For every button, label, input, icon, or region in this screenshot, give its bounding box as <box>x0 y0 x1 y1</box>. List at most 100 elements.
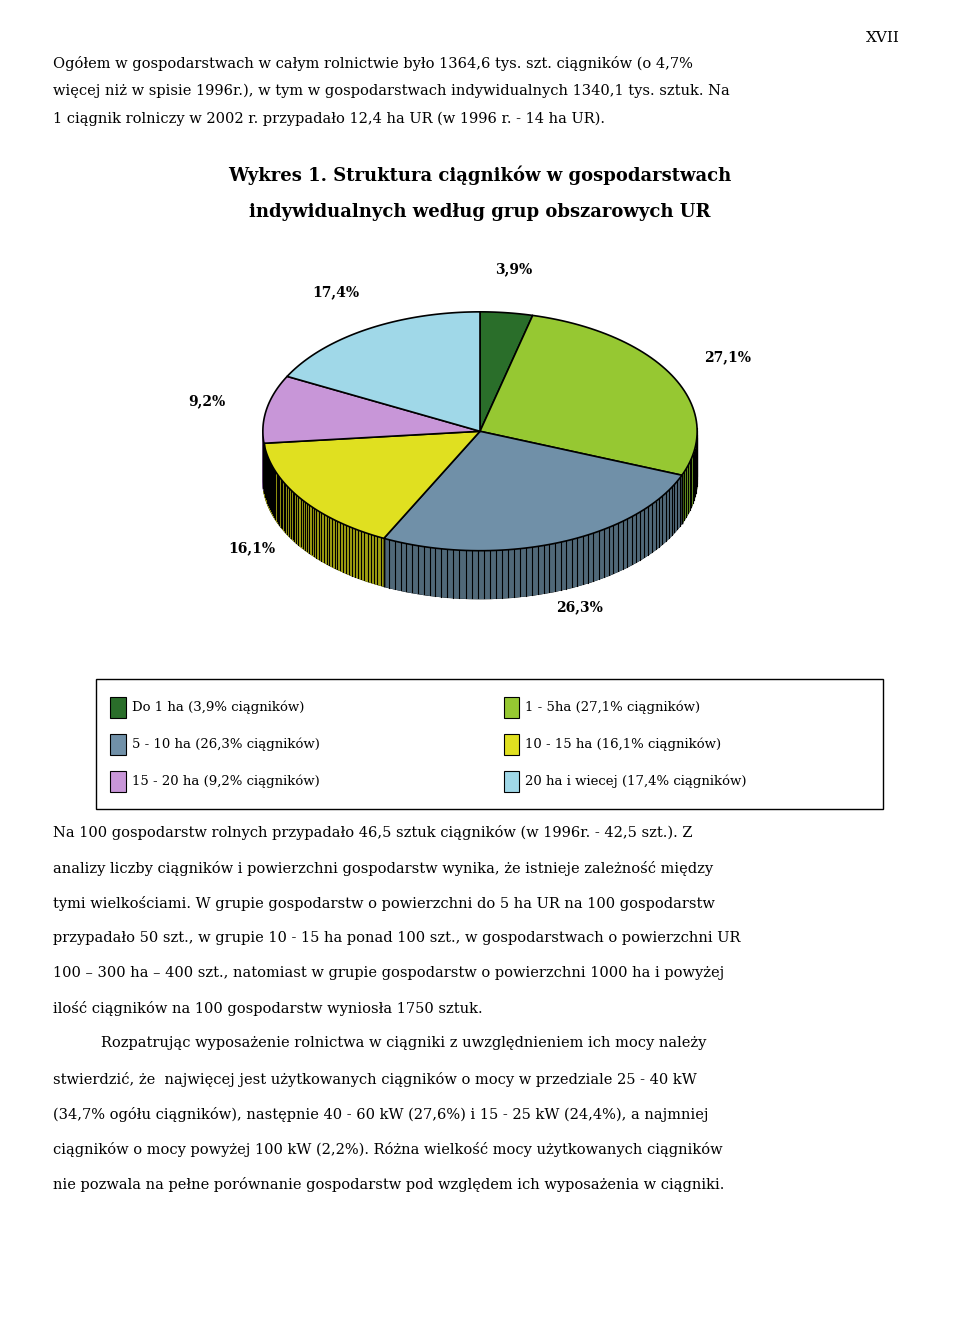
Polygon shape <box>305 502 307 551</box>
Text: XVII: XVII <box>866 31 900 45</box>
Text: więcej niż w spisie 1996r.), w tym w gospodarstwach indywidualnych 1340,1 tys. s: więcej niż w spisie 1996r.), w tym w gos… <box>53 84 730 98</box>
Text: 1 - 5ha (27,1% ciągników): 1 - 5ha (27,1% ciągników) <box>525 701 700 714</box>
Polygon shape <box>442 549 447 597</box>
Text: 10 - 15 ha (16,1% ciągników): 10 - 15 ha (16,1% ciągników) <box>525 738 721 751</box>
Polygon shape <box>264 431 480 539</box>
Polygon shape <box>496 551 502 598</box>
Polygon shape <box>526 547 532 596</box>
Polygon shape <box>691 455 693 507</box>
Polygon shape <box>272 466 273 515</box>
Polygon shape <box>329 518 332 567</box>
Polygon shape <box>314 508 317 557</box>
Polygon shape <box>309 506 312 555</box>
Polygon shape <box>640 510 644 560</box>
Polygon shape <box>652 502 656 552</box>
Polygon shape <box>384 431 682 551</box>
Polygon shape <box>690 459 691 510</box>
Polygon shape <box>665 490 669 541</box>
Polygon shape <box>436 548 442 597</box>
Polygon shape <box>395 541 400 591</box>
Polygon shape <box>418 545 423 594</box>
Polygon shape <box>648 504 652 555</box>
Polygon shape <box>271 463 272 514</box>
Text: nie pozwala na pełne porównanie gospodarstw pod względem ich wyposażenia w ciągn: nie pozwala na pełne porównanie gospodar… <box>53 1177 724 1192</box>
Polygon shape <box>572 537 578 588</box>
Polygon shape <box>279 476 280 527</box>
Polygon shape <box>368 533 371 583</box>
Text: analizy liczby ciągników i powierzchni gospodarstw wynika, że istnieje zależność: analizy liczby ciągników i powierzchni g… <box>53 861 713 876</box>
Polygon shape <box>680 475 682 525</box>
Polygon shape <box>484 551 490 598</box>
Polygon shape <box>588 533 593 583</box>
Polygon shape <box>593 531 599 581</box>
Text: Na 100 gospodarstw rolnych przypadało 46,5 sztuk ciągników (w 1996r. - 42,5 szt.: Na 100 gospodarstw rolnych przypadało 46… <box>53 825 692 840</box>
Polygon shape <box>390 540 395 589</box>
Polygon shape <box>618 522 623 571</box>
Polygon shape <box>636 512 640 563</box>
Text: 100 – 300 ha – 400 szt., natomiast w grupie gospodarstw o powierzchni 1000 ha i : 100 – 300 ha – 400 szt., natomiast w gru… <box>53 966 724 981</box>
Polygon shape <box>276 474 278 523</box>
Polygon shape <box>508 549 514 597</box>
Text: ciągników o mocy powyżej 100 kW (2,2%). Różna wielkość mocy użytkowanych ciągnik: ciągników o mocy powyżej 100 kW (2,2%). … <box>53 1141 723 1157</box>
Text: Wykres 1. Struktura ciągników w gospodarstwach: Wykres 1. Struktura ciągników w gospodar… <box>228 166 732 186</box>
Polygon shape <box>453 549 460 598</box>
Polygon shape <box>324 515 326 564</box>
Polygon shape <box>297 495 299 544</box>
Polygon shape <box>480 312 533 431</box>
Text: 9,2%: 9,2% <box>188 394 226 407</box>
Text: ilość ciągników na 100 gospodarstw wyniosła 1750 sztuk.: ilość ciągników na 100 gospodarstw wynio… <box>53 1001 483 1016</box>
Polygon shape <box>688 462 690 514</box>
Polygon shape <box>632 515 636 564</box>
Polygon shape <box>566 540 572 589</box>
Text: 1 ciągnik rolniczy w 2002 r. przypadało 12,4 ha UR (w 1996 r. - 14 ha UR).: 1 ciągnik rolniczy w 2002 r. przypadało … <box>53 111 605 126</box>
Polygon shape <box>694 449 695 500</box>
Polygon shape <box>660 496 662 547</box>
Polygon shape <box>669 487 672 537</box>
Polygon shape <box>672 484 675 535</box>
Polygon shape <box>326 516 329 565</box>
Polygon shape <box>307 503 309 553</box>
Polygon shape <box>682 472 684 523</box>
Polygon shape <box>341 523 343 572</box>
Text: Ogółem w gospodarstwach w całym rolnictwie było 1364,6 tys. szt. ciągników (o 4,: Ogółem w gospodarstwach w całym rolnictw… <box>53 56 693 70</box>
Polygon shape <box>312 507 314 556</box>
Text: 16,1%: 16,1% <box>228 541 276 555</box>
Polygon shape <box>412 544 418 593</box>
Text: Rozpatrując wyposażenie rolnictwa w ciągniki z uwzględnieniem ich mocy należy: Rozpatrując wyposażenie rolnictwa w ciąg… <box>101 1036 707 1051</box>
Polygon shape <box>273 467 275 518</box>
Polygon shape <box>466 551 471 598</box>
Polygon shape <box>447 549 453 597</box>
Polygon shape <box>293 491 295 541</box>
Polygon shape <box>377 536 380 585</box>
Text: 26,3%: 26,3% <box>557 600 603 614</box>
Polygon shape <box>299 496 300 547</box>
Polygon shape <box>549 543 555 592</box>
Polygon shape <box>578 536 583 585</box>
Polygon shape <box>460 551 466 598</box>
Polygon shape <box>278 475 279 524</box>
Polygon shape <box>358 529 361 579</box>
Polygon shape <box>613 523 618 573</box>
Polygon shape <box>285 484 287 533</box>
Polygon shape <box>400 543 406 592</box>
Polygon shape <box>335 520 338 569</box>
Polygon shape <box>583 535 588 584</box>
Text: stwierdzić, że  najwięcej jest użytkowanych ciągników o mocy w przedziale 25 - 4: stwierdzić, że najwięcej jest użytkowany… <box>53 1072 697 1087</box>
Polygon shape <box>555 543 561 591</box>
Polygon shape <box>623 519 627 569</box>
Polygon shape <box>332 519 335 568</box>
Polygon shape <box>361 531 365 580</box>
Polygon shape <box>656 499 660 549</box>
Polygon shape <box>429 548 436 596</box>
Polygon shape <box>338 522 341 571</box>
Polygon shape <box>675 482 677 532</box>
Polygon shape <box>282 480 284 531</box>
Polygon shape <box>352 528 355 577</box>
Polygon shape <box>406 544 412 592</box>
Polygon shape <box>520 548 526 596</box>
Text: Do 1 ha (3,9% ciągników): Do 1 ha (3,9% ciągników) <box>132 701 304 714</box>
Polygon shape <box>317 510 319 559</box>
Polygon shape <box>295 494 297 543</box>
Text: 15 - 20 ha (9,2% ciągników): 15 - 20 ha (9,2% ciągników) <box>132 775 320 788</box>
Polygon shape <box>349 527 352 576</box>
